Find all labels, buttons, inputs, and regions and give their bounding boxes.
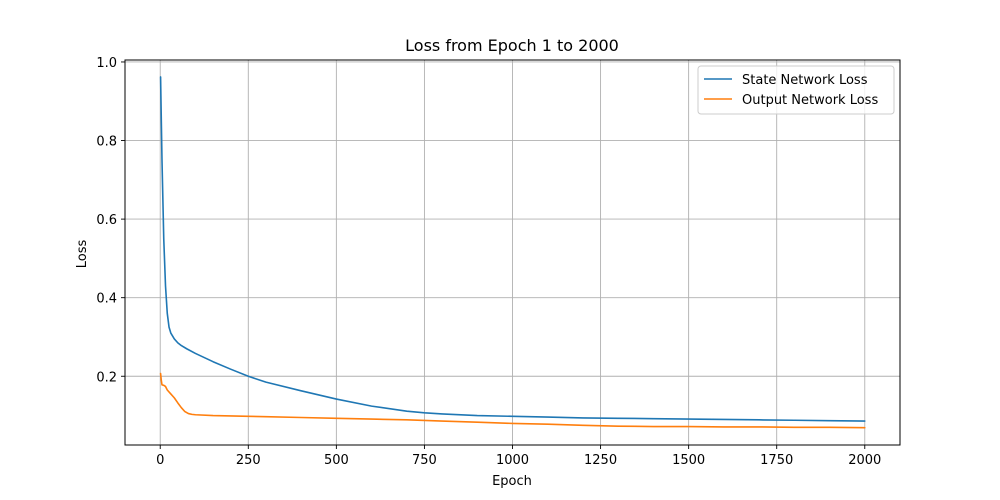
series-line-state-network-loss [159, 76, 866, 422]
legend-label-state-network: State Network Loss [742, 73, 868, 88]
ticks: 0 250 500 750 1000 1250 1500 1750 2000 0.2 0.4 0.6 0… [96, 56, 881, 468]
grid [125, 60, 900, 445]
chart-title: Loss from Epoch 1 to 2000 [405, 36, 619, 55]
x-tick-label: 1750 [760, 453, 793, 468]
x-tick-label: 1000 [496, 453, 529, 468]
y-tick-label: 1.0 [96, 56, 117, 71]
y-axis-label: Loss [75, 240, 90, 269]
x-tick-label: 1500 [672, 453, 705, 468]
y-tick-label: 0.6 [96, 213, 117, 228]
y-tick-label: 0.4 [96, 292, 117, 307]
legend-box [697, 65, 895, 115]
y-tick-label: 0.2 [96, 370, 117, 385]
x-tick-label: 250 [236, 453, 261, 468]
x-tick-label: 1250 [584, 453, 617, 468]
x-tick-label: 500 [324, 453, 349, 468]
legend: State Network Loss Output Network Loss [697, 65, 895, 115]
legend-label-output-network: Output Network Loss [742, 93, 878, 108]
x-tick-label: 2000 [848, 453, 881, 468]
x-tick-label: 0 [156, 453, 164, 468]
series-lines [159, 76, 866, 429]
x-tick-label: 750 [412, 453, 437, 468]
y-tick-label: 0.8 [96, 135, 117, 150]
series-line-output-network-loss [159, 372, 866, 429]
x-axis-label: Epoch [492, 474, 532, 489]
